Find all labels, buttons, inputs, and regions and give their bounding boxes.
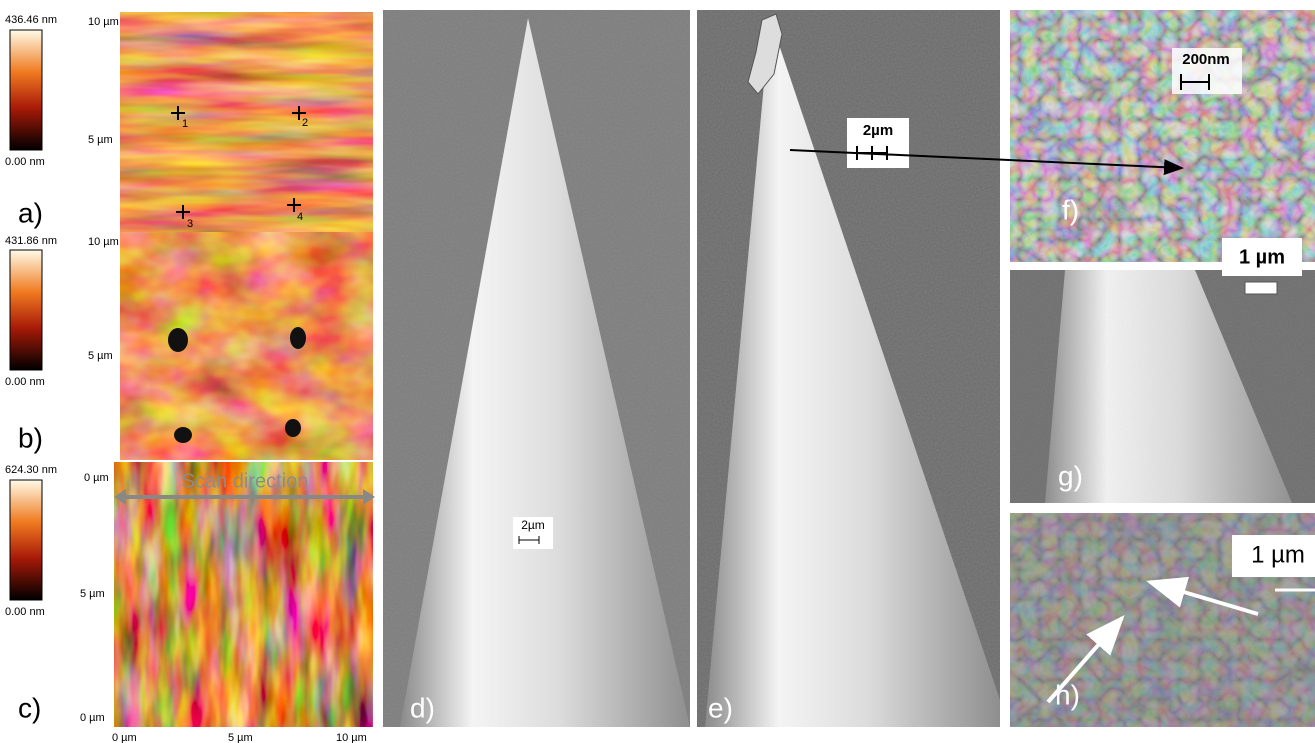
colorbar-max: 624.30 nm xyxy=(5,464,57,476)
sem-grain xyxy=(1010,270,1315,503)
figure: 436.46 nm 0.00 nm 431.86 nm 0.00 nm 624.… xyxy=(0,0,1315,743)
panel-label: g) xyxy=(1058,460,1083,491)
colorbar xyxy=(10,480,42,600)
panel-label: a) xyxy=(18,197,43,228)
y-tick-label: 5 µm xyxy=(88,350,113,362)
panel-label: b) xyxy=(18,422,43,453)
panel-label: e) xyxy=(708,692,733,723)
x-tick-label: 10 µm xyxy=(336,732,367,743)
annotation: Scan direction xyxy=(182,470,309,492)
sem-image xyxy=(1010,10,1315,262)
afm-image xyxy=(114,462,373,727)
scale-bar xyxy=(1245,282,1277,294)
colorbar-max: 431.86 nm xyxy=(5,235,57,247)
y-tick-label: 5 µm xyxy=(80,588,105,600)
panel-label: h) xyxy=(1055,679,1080,710)
colorbar xyxy=(10,30,42,150)
y-tick-label: 0 µm xyxy=(84,472,109,484)
scale-label: 2µm xyxy=(863,122,893,139)
marker-label: 4 xyxy=(297,211,303,223)
marker-label: 1 xyxy=(182,118,188,130)
scale-label: 1 µm xyxy=(1251,541,1305,568)
panel-label: f) xyxy=(1062,194,1079,225)
marker-label: 2 xyxy=(302,117,308,129)
colorbar xyxy=(10,250,42,370)
y-tick-label: 0 µm xyxy=(80,712,105,724)
colorbar-min: 0.00 nm xyxy=(5,156,45,168)
panel-label: d) xyxy=(410,692,435,723)
colorbar-min: 0.00 nm xyxy=(5,606,45,618)
colorbar-min: 0.00 nm xyxy=(5,376,45,388)
scale-label: 2µm xyxy=(521,518,545,532)
y-tick-label: 5 µm xyxy=(88,134,113,146)
y-tick-label: 10 µm xyxy=(88,16,119,28)
afm-image xyxy=(120,12,373,232)
x-tick-label: 5 µm xyxy=(228,732,253,743)
y-tick-label: 10 µm xyxy=(88,236,119,248)
scale-label: 1 µm xyxy=(1239,246,1285,268)
scale-label: 200nm xyxy=(1182,51,1230,68)
afm-image xyxy=(120,232,373,460)
x-tick-label: 0 µm xyxy=(112,732,137,743)
panel-label: c) xyxy=(18,692,41,723)
colorbar-max: 436.46 nm xyxy=(5,14,57,26)
marker-label: 3 xyxy=(187,218,193,230)
